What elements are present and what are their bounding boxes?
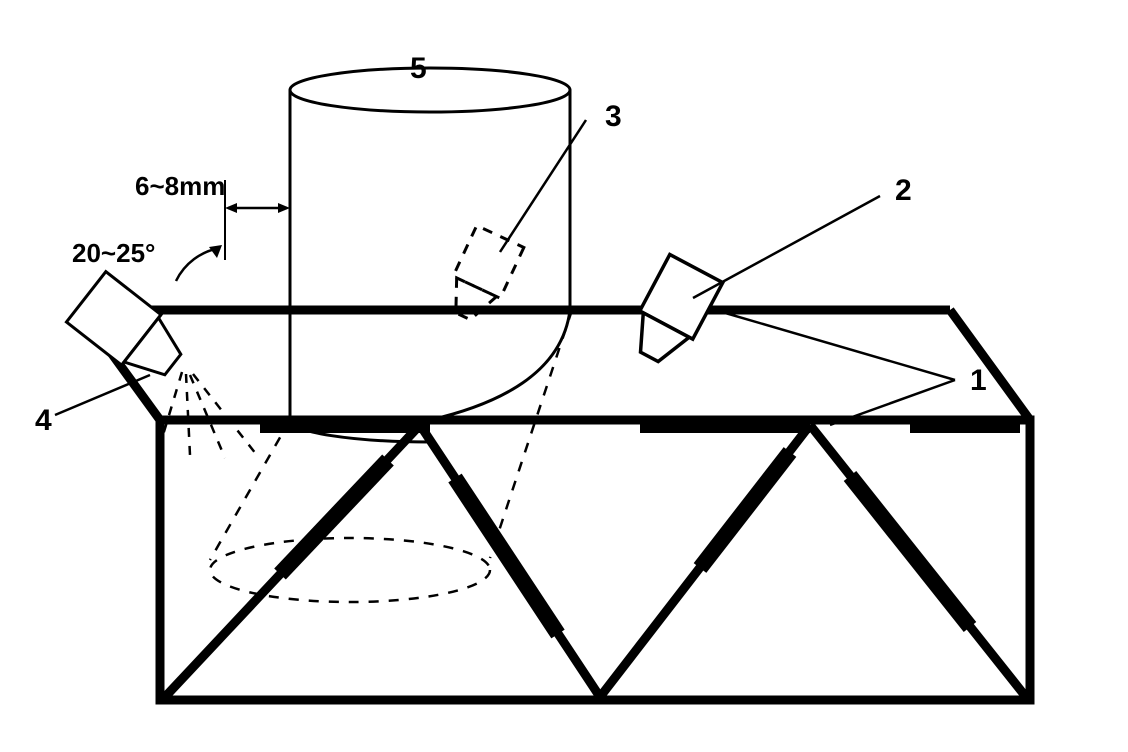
leader-2 bbox=[693, 196, 880, 298]
cylinder-hidden-right bbox=[490, 310, 572, 558]
gap-dimension-text: 6~8mm bbox=[135, 171, 225, 201]
cylinder-right-curve bbox=[430, 310, 570, 420]
left-nozzle-spray bbox=[160, 372, 256, 458]
leader-3 bbox=[500, 120, 586, 252]
plate-diag-1 bbox=[280, 460, 388, 574]
plate-diag-3 bbox=[700, 452, 790, 568]
label-5: 5 bbox=[410, 52, 427, 85]
label-3: 3 bbox=[605, 100, 622, 133]
cylinder-top-ellipse bbox=[290, 68, 570, 112]
angle-dimension: 20~25° bbox=[72, 238, 222, 281]
label-2: 2 bbox=[895, 174, 912, 207]
technical-diagram: 6~8mm 20~25° 1 2 3 4 5 bbox=[0, 0, 1128, 752]
cylinder-bottom-hidden-ellipse bbox=[210, 538, 490, 602]
angle-dimension-text: 20~25° bbox=[72, 238, 155, 268]
plate-diag-4 bbox=[850, 476, 970, 627]
box-top-right-slant bbox=[950, 310, 1030, 420]
leader-4 bbox=[55, 375, 150, 415]
leader-1b bbox=[715, 310, 955, 380]
plate-diag-2 bbox=[455, 478, 558, 634]
cylinder-hidden-left bbox=[210, 420, 290, 560]
label-4: 4 bbox=[35, 404, 52, 437]
label-1: 1 bbox=[970, 364, 987, 397]
